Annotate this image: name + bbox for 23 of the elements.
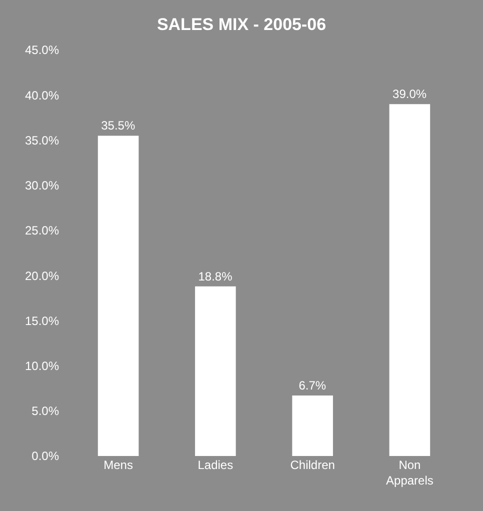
data-label: 18.8% [198,269,233,284]
y-tick-label: 25.0% [24,224,60,238]
data-label: 39.0% [392,87,427,102]
y-tick-label: 20.0% [24,268,60,283]
data-label: 35.5% [101,118,136,133]
chart-title: SALES MIX - 2005-06 [156,14,326,34]
y-tick-label: 35.0% [24,133,60,148]
data-label: 6.7% [298,378,326,393]
bar [98,136,139,456]
bar [195,286,236,456]
y-tick-label: 10.0% [24,358,60,373]
x-tick-label: Ladies [198,458,234,472]
y-tick-label: 5.0% [32,404,60,418]
x-tick-label: Non Apparels [386,458,434,488]
y-tick-label: 15.0% [24,314,60,328]
x-tick-label: Mens [104,458,133,472]
y-tick-label: 30.0% [24,178,60,193]
y-tick-label: 0.0% [32,449,60,464]
bar [389,104,430,456]
y-tick-label: 45.0% [24,43,60,58]
bar [292,396,333,456]
y-tick-label: 40.0% [24,88,60,102]
x-tick-label: Children [290,458,335,472]
